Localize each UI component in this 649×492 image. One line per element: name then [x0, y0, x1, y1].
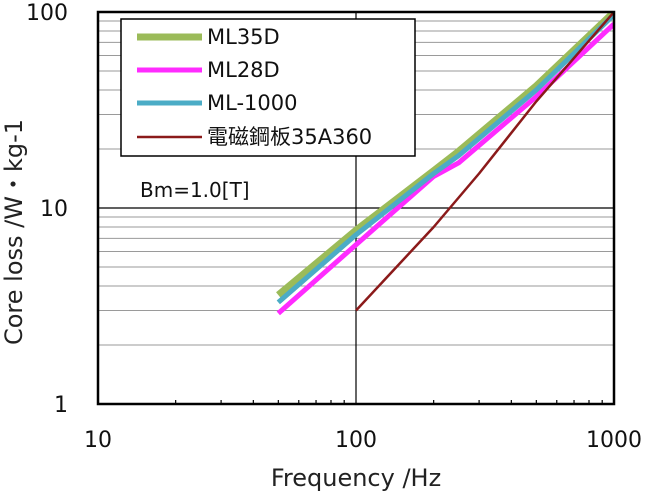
y-tick-label-10: 10 [40, 197, 68, 222]
series-lines [276, 12, 614, 316]
legend-label-ml-1000: ML-1000 [207, 91, 297, 115]
series-line-2 [276, 12, 614, 305]
series-line-0 [276, 12, 614, 298]
x-tick-label-100: 100 [335, 428, 377, 453]
series-line-1 [276, 22, 614, 316]
legend-label-ml35d: ML35D [207, 25, 280, 49]
y-tick-label-100: 100 [26, 1, 68, 26]
x-minor-ticks [175, 400, 603, 404]
legend-label-electrical-steel: 電磁鋼板35A360 [207, 125, 372, 149]
x-axis-title: Frequency /Hz [271, 464, 441, 492]
legend: ML35D ML28D ML-1000 電磁鋼板35A360 [120, 18, 416, 157]
bm-annotation: Bm=1.0[T] [140, 178, 250, 202]
y-tick-label-1: 1 [54, 393, 68, 418]
plot-frame [96, 10, 616, 406]
legend-box [120, 18, 416, 157]
x-tick-label-10: 10 [84, 428, 112, 453]
y-axis-title: Core loss /W・kg-1 [0, 119, 28, 345]
series-line-3 [355, 12, 614, 312]
legend-label-ml28d: ML28D [207, 58, 280, 82]
x-tick-label-1000: 1000 [586, 428, 642, 453]
